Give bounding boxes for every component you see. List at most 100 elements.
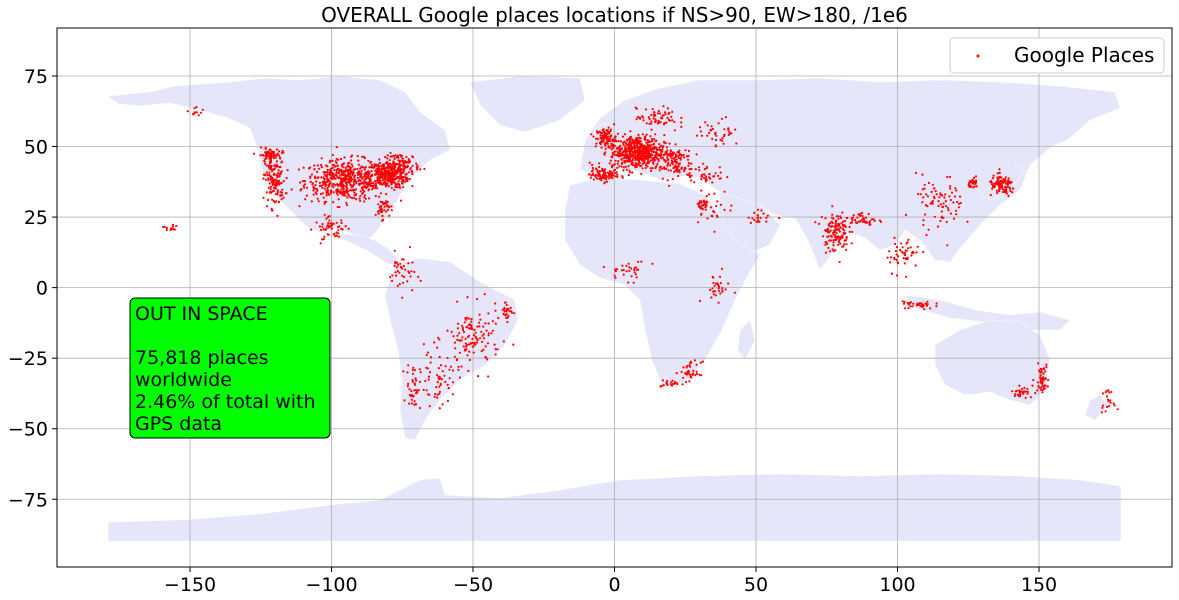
scatter-point: [708, 131, 711, 135]
scatter-point: [673, 157, 676, 160]
scatter-point: [716, 200, 719, 203]
scatter-point: [1039, 379, 1042, 382]
scatter-point: [1101, 406, 1104, 409]
scatter-point: [276, 189, 280, 192]
scatter-point: [340, 219, 343, 222]
scatter-point: [759, 216, 762, 219]
scatter-point: [379, 182, 382, 185]
scatter-point: [721, 139, 724, 142]
scatter-point: [374, 173, 377, 176]
scatter-point: [323, 213, 326, 216]
scatter-point: [380, 165, 383, 168]
scatter-point: [624, 165, 628, 168]
scatter-point: [608, 173, 611, 176]
scatter-point: [394, 178, 397, 181]
scatter-point: [972, 186, 975, 189]
scatter-point: [1041, 391, 1044, 394]
scatter-point: [458, 332, 461, 335]
scatter-point: [1107, 389, 1110, 392]
scatter-point: [390, 209, 393, 212]
scatter-point: [673, 382, 677, 385]
scatter-point: [619, 140, 623, 143]
scatter-point: [494, 302, 497, 305]
scatter-point: [456, 322, 460, 325]
scatter-point: [717, 287, 720, 290]
scatter-point: [1038, 369, 1041, 372]
scatter-point: [424, 379, 427, 383]
scatter-point: [666, 107, 670, 110]
scatter-point: [340, 188, 343, 191]
scatter-point: [635, 276, 638, 279]
scatter-point: [315, 221, 318, 224]
scatter-point: [614, 172, 617, 175]
scatter-point: [359, 194, 362, 198]
scatter-point: [893, 256, 896, 260]
scatter-point: [413, 403, 416, 406]
scatter-point: [940, 215, 943, 218]
scatter-point: [1024, 390, 1027, 393]
scatter-point: [1106, 405, 1109, 408]
scatter-point: [438, 338, 441, 341]
scatter-point: [604, 147, 607, 150]
scatter-point: [592, 178, 595, 181]
scatter-point: [327, 221, 330, 225]
scatter-point: [857, 220, 860, 223]
scatter-point: [605, 137, 608, 140]
scatter-point: [389, 166, 392, 169]
scatter-point: [427, 393, 430, 396]
scatter-point: [695, 153, 698, 156]
scatter-point: [341, 181, 344, 184]
scatter-point: [382, 168, 385, 171]
scatter-point: [843, 229, 846, 232]
scatter-point: [341, 228, 344, 231]
scatter-point: [998, 185, 1001, 188]
scatter-point: [695, 372, 698, 375]
scatter-point: [446, 383, 449, 386]
scatter-point: [596, 132, 599, 135]
scatter-point: [345, 177, 348, 180]
scatter-point: [646, 145, 649, 148]
scatter-point: [325, 217, 328, 220]
scatter-point: [939, 219, 942, 223]
scatter-point: [655, 148, 658, 152]
scatter-point: [322, 196, 325, 199]
scatter-point: [646, 143, 649, 146]
scatter-point: [425, 366, 428, 369]
scatter-point: [688, 174, 691, 177]
scatter-point: [688, 172, 691, 175]
scatter-point: [838, 230, 841, 233]
scatter-point: [475, 341, 478, 344]
y-tick-label: −25: [8, 348, 48, 370]
scatter-point: [264, 157, 267, 160]
scatter-point: [334, 235, 337, 238]
scatter-point: [635, 118, 638, 121]
scatter-point: [675, 382, 679, 385]
scatter-point: [302, 184, 305, 187]
scatter-point: [1041, 388, 1044, 391]
scatter-point: [618, 146, 621, 149]
scatter-point: [831, 205, 834, 208]
scatter-point: [312, 189, 315, 192]
scatter-point: [370, 163, 373, 166]
scatter-point: [937, 204, 940, 208]
scatter-point: [377, 165, 380, 168]
scatter-point: [657, 148, 661, 151]
scatter-point: [272, 152, 275, 155]
scatter-point: [367, 174, 370, 177]
scatter-point: [719, 171, 722, 174]
scatter-point: [846, 216, 849, 220]
scatter-point: [904, 307, 907, 310]
scatter-point: [278, 173, 281, 176]
scatter-point: [389, 151, 392, 154]
scatter-point: [341, 174, 345, 177]
scatter-point: [702, 204, 705, 207]
scatter-point: [948, 195, 951, 198]
landmass-south-america: [384, 257, 519, 441]
scatter-point: [627, 174, 630, 177]
scatter-point: [623, 140, 626, 143]
scatter-point: [719, 292, 722, 295]
scatter-point: [396, 261, 399, 264]
scatter-point: [276, 179, 279, 183]
scatter-point: [612, 164, 615, 167]
scatter-point: [733, 291, 737, 294]
